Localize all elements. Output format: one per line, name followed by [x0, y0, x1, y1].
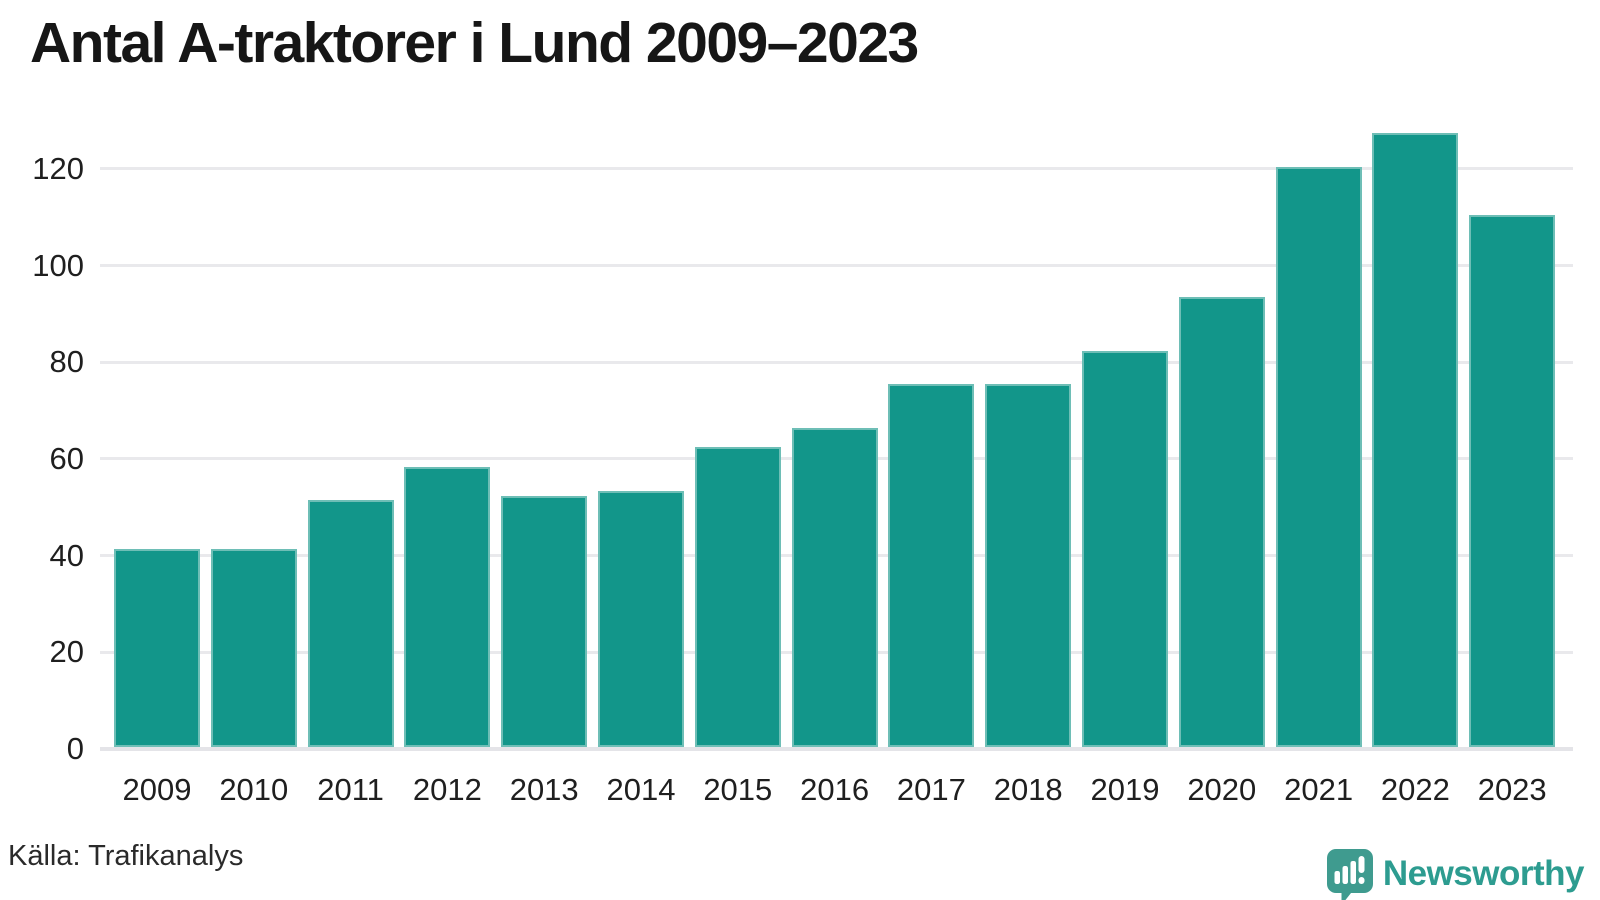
bar-2014	[598, 491, 684, 747]
x-tick-label-2016: 2016	[800, 772, 870, 807]
x-tick-label-2019: 2019	[1090, 772, 1160, 807]
y-tick-label-0: 0	[66, 731, 84, 766]
y-tick-label-80: 80	[49, 344, 84, 380]
bar-2023	[1469, 215, 1556, 747]
x-tick-label-2023: 2023	[1477, 772, 1547, 807]
bar-2013	[501, 496, 588, 747]
bar-2017	[888, 384, 975, 747]
x-tick-label-2013: 2013	[509, 772, 579, 807]
x-tick-label-2020: 2020	[1187, 772, 1257, 807]
gridline-100	[100, 264, 1573, 267]
bar-2009	[114, 549, 200, 747]
bar-2018	[985, 384, 1072, 747]
y-tick-label-120: 120	[32, 150, 84, 186]
brand-name: Newsworthy	[1382, 854, 1585, 893]
x-tick-label-2009: 2009	[122, 772, 192, 807]
x-axis: 2009 2010 2011 2012 2013 2014 2015 2016 2017 2018…	[100, 768, 1573, 812]
bar-2011	[307, 500, 394, 747]
y-tick-label-20: 20	[49, 634, 84, 670]
x-tick-label-2018: 2018	[993, 772, 1063, 807]
x-axis-baseline	[100, 747, 1573, 751]
x-tick-label-2010: 2010	[219, 772, 289, 807]
y-tick-label-40: 40	[49, 537, 84, 573]
x-tick-label-2022: 2022	[1380, 772, 1450, 807]
gridline-80	[100, 360, 1573, 364]
bar-2015	[694, 447, 781, 747]
bar-2020	[1178, 297, 1265, 747]
x-tick-label-2011: 2011	[317, 772, 384, 807]
x-tick-label-2014: 2014	[606, 772, 676, 807]
bar-2016	[791, 428, 878, 747]
x-tick-label-2017: 2017	[896, 772, 966, 807]
brand-logo: Newsworthy	[1326, 843, 1585, 900]
newsworthy-logo-icon	[1326, 849, 1373, 900]
x-tick-label-2015: 2015	[703, 772, 773, 807]
source-note: Källa: Trafikanalys	[8, 840, 244, 872]
bar-2010	[210, 549, 297, 747]
y-tick-label-60: 60	[49, 440, 84, 476]
x-tick-label-2021: 2021	[1284, 772, 1354, 807]
bar-2022	[1372, 133, 1459, 747]
bar-2012	[404, 467, 491, 747]
y-tick-label-100: 100	[32, 247, 84, 283]
bar-2019	[1082, 351, 1168, 747]
bar-2021	[1275, 167, 1362, 747]
x-tick-label-2012: 2012	[412, 772, 482, 807]
y-axis: 0 20 40 60 80 100 120	[0, 130, 84, 765]
plot-area	[100, 130, 1573, 751]
gridline-120	[100, 167, 1573, 171]
chart-title: Antal A-traktorer i Lund 2009–2023	[30, 11, 919, 75]
